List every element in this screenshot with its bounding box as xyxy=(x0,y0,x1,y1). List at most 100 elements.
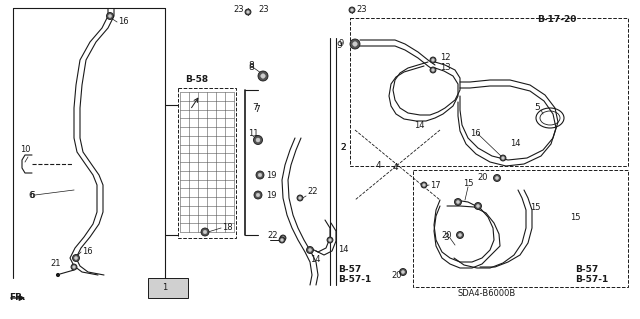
Text: 8: 8 xyxy=(248,61,253,70)
Text: 19: 19 xyxy=(266,170,276,180)
Circle shape xyxy=(493,174,500,182)
Circle shape xyxy=(297,195,303,201)
Circle shape xyxy=(71,264,77,270)
Circle shape xyxy=(204,230,207,234)
Text: 14: 14 xyxy=(414,121,424,130)
Circle shape xyxy=(329,239,332,241)
Circle shape xyxy=(401,271,404,274)
Circle shape xyxy=(299,197,301,199)
Text: 20: 20 xyxy=(442,231,452,240)
Text: 22: 22 xyxy=(307,188,317,197)
Bar xyxy=(350,18,628,166)
Text: 23: 23 xyxy=(233,5,244,14)
Text: 14: 14 xyxy=(310,256,321,264)
Circle shape xyxy=(256,171,264,179)
Text: 3: 3 xyxy=(443,234,449,242)
Circle shape xyxy=(500,155,506,161)
Circle shape xyxy=(258,173,262,177)
Circle shape xyxy=(431,69,435,71)
Bar xyxy=(178,88,236,238)
Circle shape xyxy=(260,74,265,78)
Circle shape xyxy=(353,42,357,46)
Text: 18: 18 xyxy=(222,224,232,233)
Circle shape xyxy=(421,182,427,188)
Circle shape xyxy=(280,235,286,241)
Text: 8: 8 xyxy=(248,63,253,71)
Text: B-58: B-58 xyxy=(185,76,208,85)
Text: B-57: B-57 xyxy=(338,265,361,275)
Text: 16: 16 xyxy=(118,18,129,26)
Text: 16: 16 xyxy=(470,130,481,138)
Circle shape xyxy=(349,7,355,13)
Text: 4: 4 xyxy=(376,160,381,169)
Text: 15: 15 xyxy=(463,179,473,188)
Circle shape xyxy=(245,9,251,15)
Circle shape xyxy=(454,198,461,205)
Text: B-17-20: B-17-20 xyxy=(536,16,576,25)
Circle shape xyxy=(307,247,314,254)
Circle shape xyxy=(281,239,284,241)
Circle shape xyxy=(350,39,360,49)
Text: 11: 11 xyxy=(248,129,259,137)
Text: 6: 6 xyxy=(28,190,34,199)
Circle shape xyxy=(72,255,79,262)
Text: 23: 23 xyxy=(258,5,269,14)
Text: B-57-1: B-57-1 xyxy=(338,276,371,285)
Circle shape xyxy=(256,138,260,142)
Text: 9: 9 xyxy=(336,41,342,50)
Text: FR.: FR. xyxy=(9,293,26,302)
Text: 22: 22 xyxy=(268,231,278,240)
Circle shape xyxy=(456,232,463,239)
Text: 17: 17 xyxy=(430,181,440,189)
Text: 5: 5 xyxy=(534,102,540,112)
Text: SDA4-B6000B: SDA4-B6000B xyxy=(458,290,516,299)
Circle shape xyxy=(351,9,353,11)
Circle shape xyxy=(106,12,113,19)
Circle shape xyxy=(431,59,435,61)
Circle shape xyxy=(308,249,312,252)
Text: 1: 1 xyxy=(163,284,168,293)
Text: 15: 15 xyxy=(570,213,580,222)
Text: 15: 15 xyxy=(530,204,541,212)
Text: 20: 20 xyxy=(392,271,402,279)
Text: 20: 20 xyxy=(477,174,488,182)
Circle shape xyxy=(327,237,333,243)
Circle shape xyxy=(474,203,481,210)
Circle shape xyxy=(458,234,461,237)
Text: 12: 12 xyxy=(440,54,451,63)
Text: 21: 21 xyxy=(50,259,61,269)
Text: 13: 13 xyxy=(440,63,451,72)
Circle shape xyxy=(201,228,209,236)
Circle shape xyxy=(108,14,111,18)
Text: 23: 23 xyxy=(356,5,367,14)
Bar xyxy=(148,278,188,298)
Circle shape xyxy=(456,200,460,204)
Text: B-57-1: B-57-1 xyxy=(575,276,608,285)
Circle shape xyxy=(74,256,77,260)
Text: B-57: B-57 xyxy=(575,265,598,275)
Circle shape xyxy=(73,266,76,268)
Circle shape xyxy=(502,157,504,160)
Text: 6: 6 xyxy=(29,190,35,199)
Circle shape xyxy=(256,193,260,197)
Text: 10: 10 xyxy=(20,145,31,154)
Circle shape xyxy=(430,57,436,63)
Circle shape xyxy=(246,11,250,13)
Circle shape xyxy=(476,204,479,208)
Circle shape xyxy=(56,273,60,277)
Text: 2: 2 xyxy=(340,144,346,152)
Circle shape xyxy=(430,67,436,73)
Text: 19: 19 xyxy=(266,190,276,199)
Text: 7: 7 xyxy=(254,105,260,114)
Circle shape xyxy=(422,184,426,186)
Text: 14: 14 xyxy=(510,138,520,147)
Bar xyxy=(413,170,628,287)
Circle shape xyxy=(258,71,268,81)
Circle shape xyxy=(279,237,285,243)
Circle shape xyxy=(254,191,262,199)
Circle shape xyxy=(253,136,262,145)
Text: 2: 2 xyxy=(340,144,346,152)
Text: 7: 7 xyxy=(252,103,258,113)
Circle shape xyxy=(399,269,406,276)
Text: 9: 9 xyxy=(339,40,344,48)
